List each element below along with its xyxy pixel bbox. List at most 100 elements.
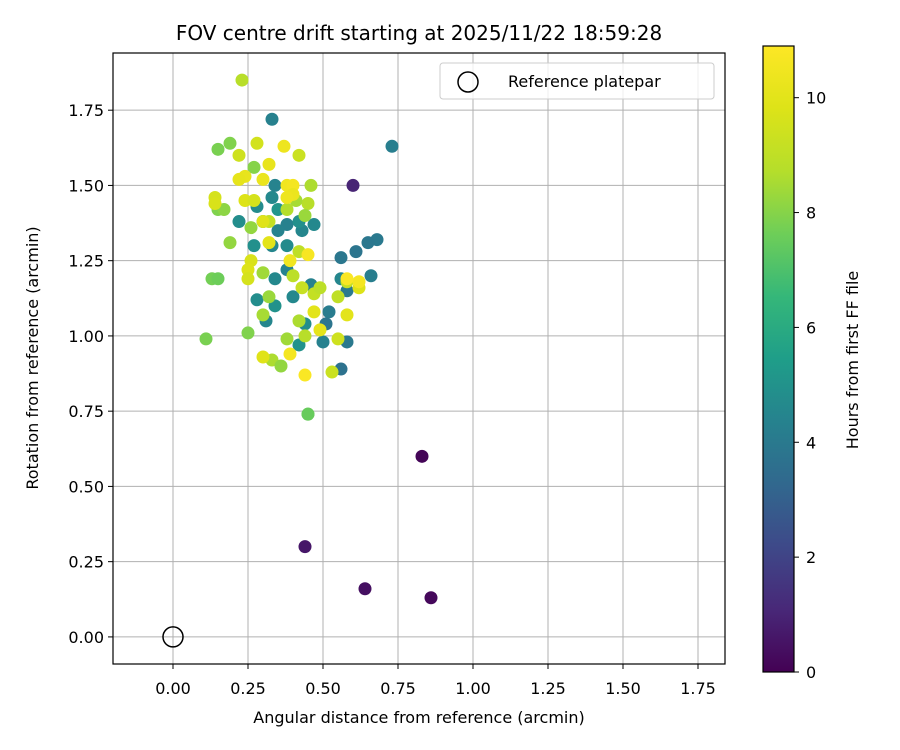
data-point — [304, 178, 318, 192]
data-point — [265, 112, 279, 126]
x-tick-label: 0.50 — [305, 679, 341, 698]
data-point — [268, 178, 282, 192]
data-point — [358, 582, 372, 596]
x-axis: 0.00 0.25 0.50 0.75 1.00 1.25 1.50 1.75 — [155, 664, 716, 698]
y-tick-label: 1.25 — [68, 252, 104, 271]
x-tick-label: 0.00 — [155, 679, 191, 698]
data-point — [268, 272, 282, 286]
data-point — [352, 275, 366, 289]
data-point — [250, 293, 264, 307]
data-point — [331, 290, 345, 304]
colorbar-tick-label: 0 — [806, 663, 816, 682]
data-point — [256, 215, 270, 229]
data-points — [199, 73, 438, 605]
colorbar-title: Hours from first FF file — [843, 271, 862, 450]
data-point — [241, 326, 255, 340]
data-point — [256, 266, 270, 280]
x-tick-label: 1.75 — [680, 679, 716, 698]
y-tick-label: 0.00 — [68, 628, 104, 647]
data-point — [385, 139, 399, 153]
data-point — [211, 142, 225, 156]
data-point — [292, 314, 306, 328]
colorbar-tick-label: 6 — [806, 318, 816, 337]
data-point — [247, 160, 261, 174]
data-point — [298, 329, 312, 343]
data-point — [331, 332, 345, 346]
data-point — [346, 178, 360, 192]
data-point — [199, 332, 213, 346]
data-point — [286, 290, 300, 304]
data-point — [361, 236, 375, 250]
y-tick-label: 1.50 — [68, 176, 104, 195]
data-point — [247, 239, 261, 253]
colorbar-gradient — [762, 45, 795, 673]
data-point — [247, 193, 261, 207]
data-point — [286, 178, 300, 192]
data-point — [223, 236, 237, 250]
data-point — [313, 323, 327, 337]
data-point — [325, 365, 339, 379]
grid-lines — [113, 53, 725, 664]
data-point — [262, 157, 276, 171]
data-point — [283, 254, 297, 268]
x-tick-label: 1.25 — [530, 679, 566, 698]
colorbar-tick-label: 8 — [806, 204, 816, 223]
data-point — [211, 272, 225, 286]
data-point — [232, 172, 246, 186]
data-point — [262, 290, 276, 304]
chart-title: FOV centre drift starting at 2025/11/22 … — [176, 21, 662, 45]
x-tick-label: 1.50 — [605, 679, 641, 698]
data-point — [364, 269, 378, 283]
data-point — [307, 218, 321, 232]
y-axis-title: Rotation from reference (arcmin) — [23, 226, 42, 489]
legend: Reference platepar — [439, 62, 715, 100]
data-point — [334, 251, 348, 265]
data-point — [307, 305, 321, 319]
legend-label: Reference platepar — [508, 72, 661, 91]
data-point — [262, 236, 276, 250]
data-point — [280, 239, 294, 253]
y-tick-label: 0.75 — [68, 402, 104, 421]
data-point — [301, 196, 315, 210]
y-tick-label: 1.00 — [68, 327, 104, 346]
data-point — [277, 139, 291, 153]
data-point — [232, 215, 246, 229]
legend-marker — [457, 71, 479, 93]
data-point — [280, 332, 294, 346]
data-point — [280, 190, 294, 204]
data-point — [250, 136, 264, 150]
data-point — [286, 269, 300, 283]
y-tick-label: 0.50 — [68, 477, 104, 496]
data-point — [241, 272, 255, 286]
data-point — [292, 148, 306, 162]
data-point — [298, 209, 312, 223]
data-point — [301, 407, 315, 421]
data-point — [238, 193, 252, 207]
data-point — [424, 591, 438, 605]
data-point — [208, 196, 222, 210]
x-tick-label: 0.25 — [230, 679, 266, 698]
data-point — [298, 540, 312, 554]
data-point — [340, 308, 354, 322]
data-point — [295, 281, 309, 295]
data-point — [223, 136, 237, 150]
data-point — [283, 347, 297, 361]
colorbar-tick-label: 4 — [806, 433, 816, 452]
data-point — [244, 221, 258, 235]
data-point — [235, 73, 249, 87]
data-point — [271, 203, 285, 217]
colorbar-tick-label: 2 — [806, 548, 816, 567]
reference-platepar-marker — [162, 626, 184, 648]
x-tick-label: 0.75 — [380, 679, 416, 698]
data-point — [301, 248, 315, 262]
y-axis: 0.00 0.25 0.50 0.75 1.00 1.25 1.50 1.75 — [68, 101, 113, 647]
data-point — [322, 305, 336, 319]
data-point — [241, 263, 255, 277]
reference-marker-group — [162, 626, 184, 648]
data-point — [271, 224, 285, 238]
data-point — [349, 245, 363, 259]
x-tick-label: 1.00 — [455, 679, 491, 698]
legend-box — [439, 62, 715, 100]
data-point — [256, 350, 270, 364]
